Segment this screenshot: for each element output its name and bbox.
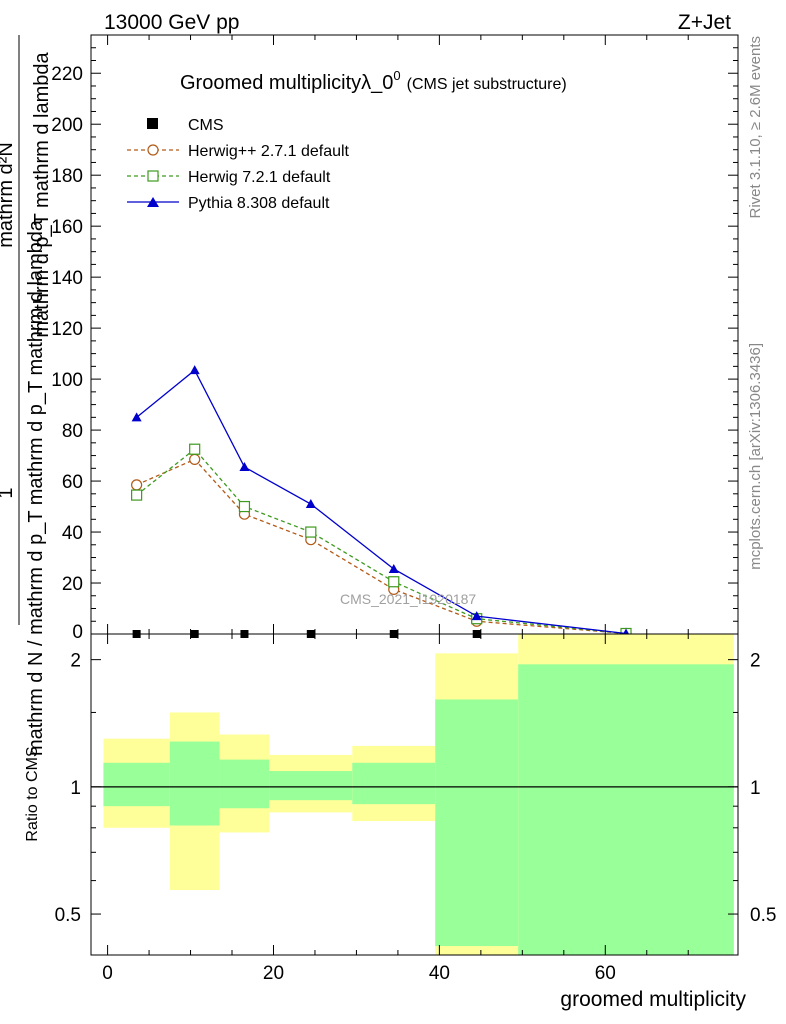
legend-marker-pythia [147,197,159,207]
ratio-y-tick-label-right: 2 [750,651,761,672]
ratio-band-inner [518,664,734,955]
header-left: 13000 GeV pp [104,11,239,34]
main-y-tick-label: 200 [51,115,83,136]
legend-marker-herwig7 [147,170,159,182]
ratio-band-inner [352,762,436,805]
ratio-band-inner [435,699,519,947]
main-y-tick-label: 220 [51,64,83,85]
x-tick-label: 0 [102,963,113,984]
data-point-pythia [239,462,250,472]
main-y-tick-label: 140 [51,268,83,289]
data-point-pythia [305,499,316,509]
ratio-y-tick-label-right: 0.5 [750,905,776,926]
ratio-y-tick-label: 1 [70,778,81,799]
data-point-herwig7 [305,526,317,538]
ratio-band-inner [269,771,353,801]
data-point-herwig7 [131,489,143,501]
data-point-pythia [189,365,200,375]
ratio-y-tick-label: 0.5 [55,905,81,926]
legend-label-herwigpp: Herwig++ 2.7.1 default [188,143,350,160]
ratio-y-tick-label-right: 1 [750,778,761,799]
main-y-tick-label: 20 [62,574,83,595]
data-point-herwigpp [189,453,201,465]
main-y-label-den: mathrm d N / mathrm d p_T mathrm d p_T m… [25,219,47,756]
ratio-frame [90,633,739,956]
rivet-label: Rivet 3.1.10, ≥ 2.6M events [747,36,764,219]
legend-label-pythia: Pythia 8.308 default [188,195,330,212]
ratio-x-ticks: 0 20 40 60 [102,35,689,984]
data-point-pythia [131,412,142,422]
data-point-herwig7 [238,500,251,513]
data-point-herwig7 [388,576,400,588]
data-point-herwigpp [131,479,143,491]
ratio-band-inner [169,741,220,826]
chart-title: Groomed multiplicityλ_00(CMS jet substru… [180,68,567,94]
legend: CMS Herwig++ 2.7.1 default Herwig 7.2.1 … [127,117,350,212]
ratio-y-label: Ratio to CMS [24,746,41,841]
main-y-label-num-2: mathrm d p_T mathrm d lambda [31,51,53,337]
legend-marker-cms [147,118,158,129]
main-y-label-one: 1 [0,487,17,498]
main-y-tick-label: 60 [62,472,83,493]
main-y-tick-label: 100 [51,370,83,391]
main-series [131,365,632,640]
legend-marker-herwigpp [147,144,159,156]
main-y-label: mathrm d²N mathrm d p_T mathrm d lambda … [0,35,53,756]
main-y-tick-label: 180 [51,166,83,187]
legend-label-herwig7: Herwig 7.2.1 default [188,169,331,186]
data-point-herwig7 [189,443,201,455]
x-tick-label: 40 [429,963,450,984]
legend-label-cms: CMS [188,117,224,134]
series-line-1 [136,458,627,635]
data-point-pythia [388,564,399,574]
main-panel: 20 40 60 80 100 120 140 160 180 200 220 0 CMS_2021_… [0,34,739,756]
main-y-ticks: 20 40 60 80 100 120 140 160 180 200 220 0 [51,47,738,643]
ratio-y-tick-label: 2 [70,651,81,672]
x-tick-label: 60 [595,963,616,984]
main-y-tick-label: 80 [62,421,83,442]
data-point-pythia [471,611,482,621]
main-y-tick-label: 40 [62,523,83,544]
x-tick-label: 20 [263,963,284,984]
main-y-tick-label: 160 [51,217,83,238]
main-y-tick-label: 120 [51,319,83,340]
ratio-panel: 0.5 0.5 1 1 2 2 0 20 40 60 Ratio to CMS groomed … [24,35,776,1011]
main-y-tick-label-zero: 0 [72,622,83,643]
header-right: Z+Jet [678,11,731,34]
ratio-bands [103,634,734,955]
ratio-y-ticks: 0.5 0.5 1 1 2 2 [55,651,777,926]
analysis-watermark: CMS_2021_I1920187 [340,591,476,607]
main-y-label-num-1: mathrm d²N [0,142,17,248]
ratio-band-inner [219,759,270,809]
ratio-band-inner [103,762,170,807]
x-axis-label: groomed multiplicity [560,988,746,1011]
mcplots-label: mcplots.cern.ch [arXiv:1306.3436] [747,343,764,570]
